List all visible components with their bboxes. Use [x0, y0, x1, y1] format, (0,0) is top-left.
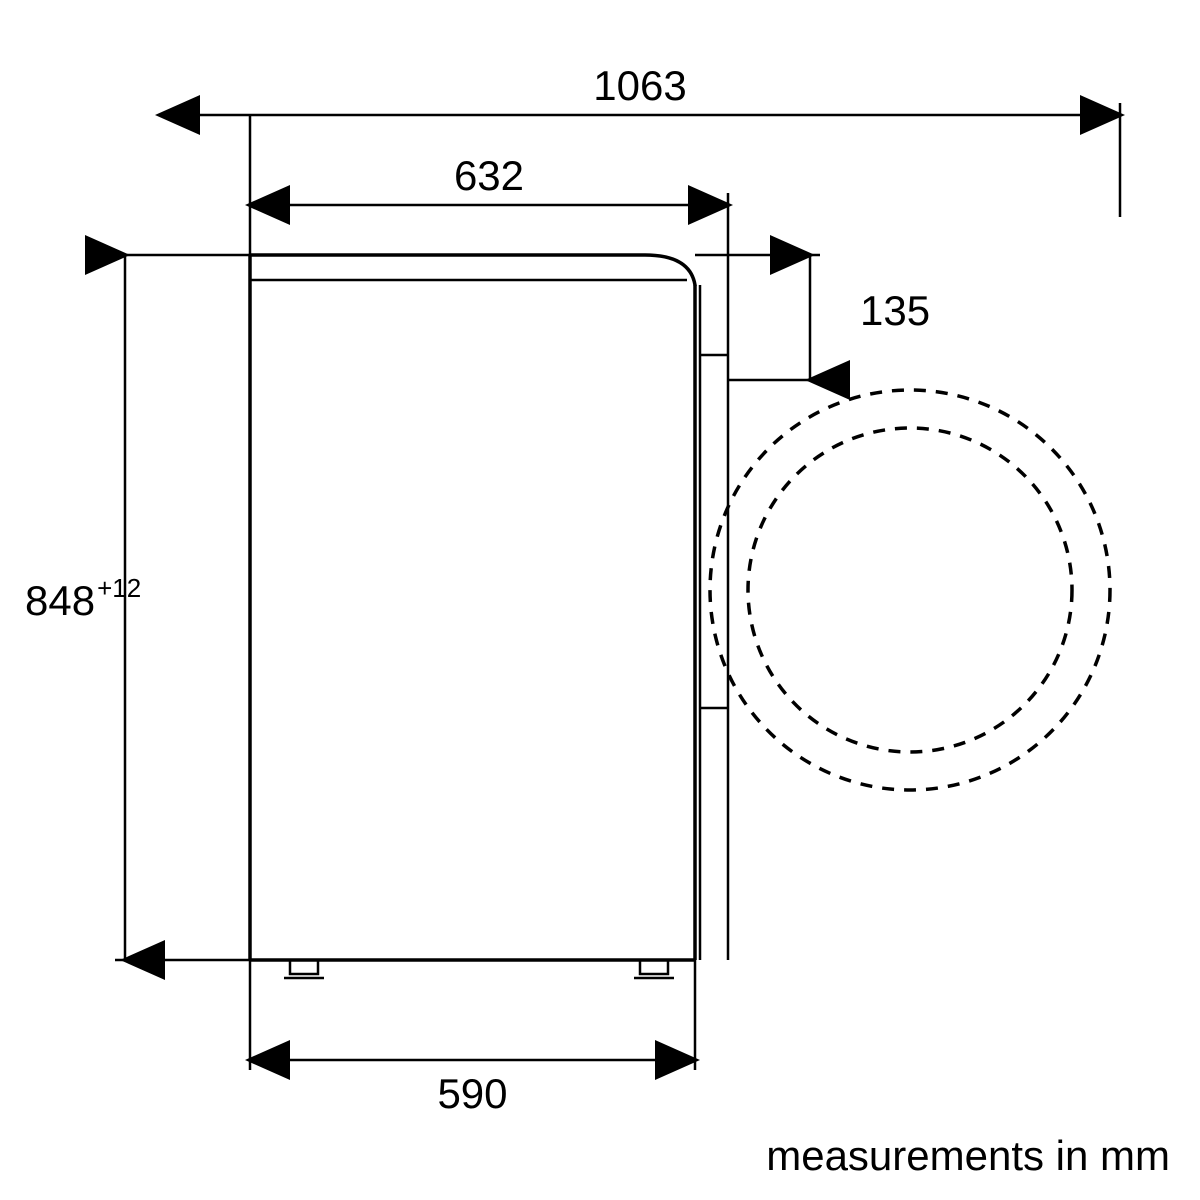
dim-135: 135: [860, 287, 930, 334]
drawing-element: +12: [97, 573, 141, 603]
foot-right: [640, 960, 668, 974]
caption: measurements in mm: [766, 1132, 1170, 1179]
dim-590: 590: [437, 1070, 507, 1117]
dim-1063: 1063: [593, 62, 686, 109]
dim-632: 632: [454, 152, 524, 199]
foot-left: [290, 960, 318, 974]
door-outer: [710, 390, 1110, 790]
drawing-element: 848: [25, 577, 95, 624]
door-inner: [748, 428, 1072, 752]
